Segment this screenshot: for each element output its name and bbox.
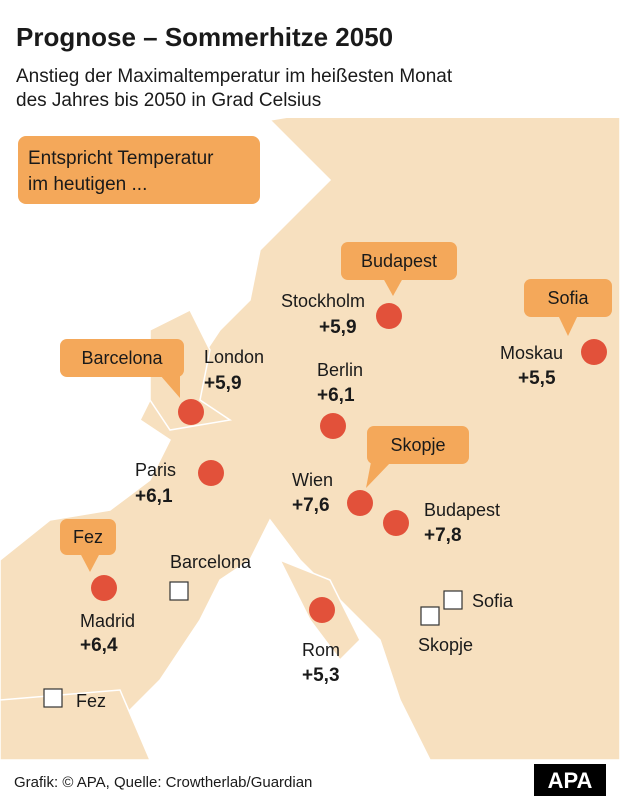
city-change: +6,1 [317, 385, 355, 406]
city-dot [178, 399, 204, 425]
reference-square [43, 688, 63, 708]
callout-box [367, 426, 469, 464]
callout-label: Skopje [390, 435, 445, 455]
callout-tail [80, 553, 100, 572]
reference-square [420, 606, 440, 626]
reference-square [443, 590, 463, 610]
reference-square [169, 581, 189, 601]
city-name: Paris [135, 460, 176, 480]
callout-box [524, 279, 612, 317]
reference-name: Fez [76, 691, 106, 711]
legend-box [18, 136, 260, 204]
callout-label: Sofia [547, 288, 589, 308]
city-dot [347, 490, 373, 516]
footer-bg [0, 764, 620, 804]
callout-label: Barcelona [81, 348, 163, 368]
city-change: +5,5 [518, 368, 556, 389]
city-dot [581, 339, 607, 365]
city-change: +5,9 [204, 373, 242, 394]
city-dot [383, 510, 409, 536]
callout-tail [160, 375, 180, 398]
city-dot [309, 597, 335, 623]
callout-box [341, 242, 457, 280]
reference-name: Barcelona [170, 552, 252, 572]
city-name: Berlin [317, 360, 363, 380]
city-change: +6,1 [135, 486, 173, 507]
callout-tail [366, 462, 391, 488]
city-name: London [204, 347, 264, 367]
subtitle: des Jahres bis 2050 in Grad Celsius [16, 90, 321, 111]
callout-label: Fez [73, 527, 103, 547]
city-name: Madrid [80, 611, 135, 631]
logo-bg [534, 764, 606, 796]
callout-tail [383, 278, 403, 296]
city-change: +5,3 [302, 665, 340, 686]
city-name: Wien [292, 470, 333, 490]
city-dot [91, 575, 117, 601]
header-bg [0, 0, 620, 118]
city-change: +7,8 [424, 525, 462, 546]
city-change: +5,9 [319, 317, 357, 338]
title: Prognose – Sommerhitze 2050 [16, 22, 393, 52]
city-dot [198, 460, 224, 486]
city-dot [320, 413, 346, 439]
subtitle: Anstieg der Maximaltemperatur im heißest… [16, 66, 453, 87]
reference-name: Skopje [418, 635, 473, 655]
city-change: +7,6 [292, 495, 330, 516]
land [0, 69, 620, 761]
callout-box [60, 339, 184, 377]
reference-name: Sofia [472, 591, 514, 611]
legend-text: im heutigen ... [28, 174, 147, 195]
city-name: Stockholm [281, 291, 365, 311]
city-dot [376, 303, 402, 329]
logo: APA [548, 768, 593, 793]
source: Grafik: © APA, Quelle: Crowtherlab/Guard… [14, 774, 312, 791]
city-name: Budapest [424, 500, 500, 520]
city-name: Rom [302, 640, 340, 660]
legend-text: Entspricht Temperatur [28, 148, 214, 169]
callout-tail [558, 315, 578, 336]
city-change: +6,4 [80, 635, 118, 656]
city-name: Moskau [500, 343, 563, 363]
callout-box [60, 519, 116, 555]
callout-label: Budapest [361, 251, 437, 271]
north-africa [0, 689, 152, 761]
